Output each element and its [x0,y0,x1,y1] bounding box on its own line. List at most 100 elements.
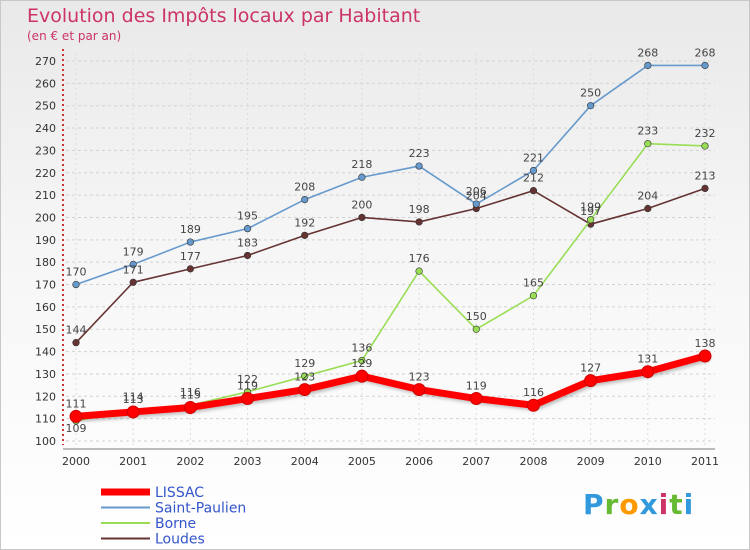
data-label: 138 [695,337,716,350]
proxiti-logo: Proxiti [583,488,695,521]
y-tick-label: 230 [35,144,56,157]
data-label: 223 [409,147,430,160]
legend-label: LISSAC [155,485,204,501]
data-label: 129 [351,357,372,370]
data-label: 206 [466,185,487,198]
gridlines [66,53,715,447]
y-tick-label: 140 [35,346,56,359]
x-tick-label: 2008 [519,455,547,468]
data-point [298,383,312,397]
data-label: 179 [123,245,144,258]
data-point [415,218,423,226]
x-tick-label: 2009 [577,455,605,468]
data-label: 165 [523,277,544,290]
data-point [529,187,538,195]
data-point [183,400,197,414]
data-point [529,292,538,300]
data-point [301,231,309,239]
data-label: 113 [123,393,144,406]
data-label: 119 [466,380,487,393]
data-label: 115 [180,388,201,401]
series-group [69,61,712,425]
data-point [698,349,712,363]
data-point [126,405,140,419]
y-tick-label: 160 [35,301,56,314]
data-label: 111 [66,397,87,410]
data-label: 129 [294,357,315,370]
data-label: 199 [580,201,601,214]
data-label: 114 [123,391,144,404]
data-label: 213 [695,169,716,182]
data-label: 268 [695,46,716,59]
x-tick-label: 2001 [119,455,147,468]
data-label: 109 [66,422,87,435]
y-tick-label: 180 [35,256,56,269]
x-tick-label: 2011 [691,455,719,468]
x-tick-label: 2002 [176,455,204,468]
data-label: 116 [180,386,201,399]
data-label: 192 [294,216,315,229]
data-point [526,398,540,412]
x-tick-label: 2004 [291,455,319,468]
axes: 100 110 120 130 140 150 160 170 180 190 200 210 220 2… [35,49,719,468]
data-point [641,365,655,379]
data-label: 221 [523,152,544,165]
x-tick-label: 2007 [462,455,490,468]
data-point [701,184,709,193]
data-label: 198 [409,203,430,216]
data-point [415,162,423,170]
data-label: 268 [637,46,658,59]
data-point [701,61,709,70]
data-point [301,195,309,204]
data-point [469,392,483,406]
y-tick-label: 240 [35,122,56,135]
data-point [243,225,252,233]
data-point [587,216,595,224]
data-point [186,238,194,246]
legend-label: Borne [155,516,196,532]
data-point [644,140,652,148]
x-tick-label: 2010 [634,455,662,468]
data-label: 176 [409,252,430,265]
series-line [75,187,706,344]
data-point [529,166,538,175]
y-tick-label: 220 [35,167,56,180]
data-point [186,265,194,273]
data-label: 171 [123,263,144,276]
data-point [644,204,652,213]
series-line [72,352,709,420]
data-point [241,392,255,406]
x-tick-label: 2003 [234,455,262,468]
data-label: 177 [180,250,201,263]
y-tick-label: 210 [35,189,56,202]
data-label: 250 [580,87,601,100]
data-label: 144 [66,324,87,337]
data-point [644,61,652,70]
legend-label: Saint-Paulien [155,501,246,517]
data-label: 189 [180,223,201,236]
data-label: 170 [66,266,87,279]
data-point [355,369,369,383]
y-tick-label: 150 [35,323,56,336]
data-label: 122 [237,373,258,386]
x-tick-label: 2006 [405,455,433,468]
data-point [129,260,137,269]
data-label: 123 [409,371,430,384]
y-tick-label: 270 [35,55,56,68]
chart-title: Evolution des Impôts locaux par Habitant [27,5,421,27]
data-point [72,339,80,347]
data-point [412,383,426,397]
data-label: 200 [351,198,372,211]
data-point [69,409,83,423]
data-label: 195 [237,210,258,223]
x-tick-label: 2005 [348,455,376,468]
data-label: 131 [637,353,658,366]
y-tick-label: 250 [35,100,56,113]
y-tick-label: 200 [35,211,56,224]
data-label: 119 [237,380,258,393]
data-point [472,325,480,333]
y-tick-label: 260 [35,77,56,90]
legend-label: Loudes [155,532,205,548]
